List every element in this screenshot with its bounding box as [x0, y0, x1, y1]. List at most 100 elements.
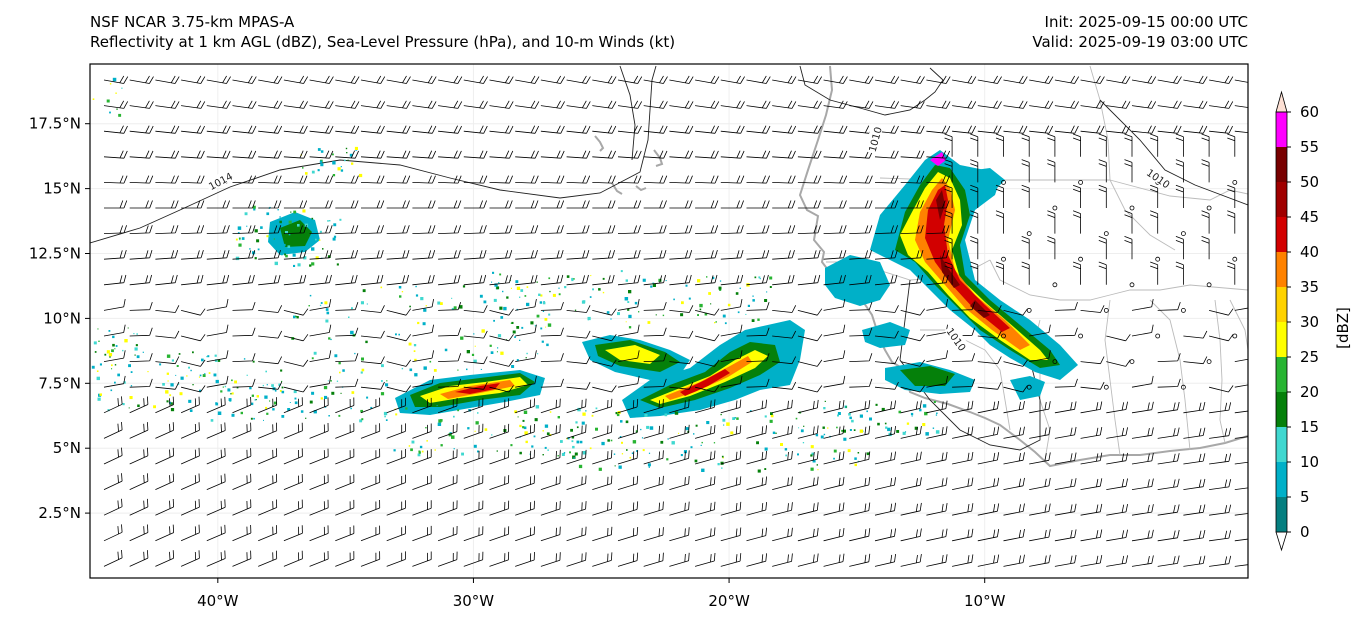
- wind-barb: [515, 398, 535, 414]
- wind-barb: [797, 334, 823, 342]
- wind-barb: [540, 125, 565, 134]
- wind-barb: [1234, 105, 1248, 108]
- shower-cell: [166, 400, 169, 403]
- shower-cell: [338, 362, 341, 365]
- shower-cell: [327, 255, 331, 258]
- longitude-axis: 40°W 30°W 20°W 10°W: [197, 578, 1006, 610]
- wind-barb: [283, 175, 308, 184]
- wind-barb: [952, 451, 974, 465]
- wind-barb: [1183, 356, 1208, 365]
- shower-cell: [628, 326, 632, 329]
- wind-barb: [797, 425, 819, 439]
- wind-barb: [874, 305, 899, 313]
- wind-barb: [849, 100, 874, 109]
- wind-barb: [103, 125, 128, 134]
- wind-barb: [995, 133, 1004, 157]
- wind-barb: [1209, 308, 1234, 316]
- shower-cell: [636, 450, 638, 452]
- wind-barb: [489, 249, 513, 260]
- calm-wind-marker: [1206, 282, 1212, 288]
- shower-cell: [718, 286, 722, 290]
- shower-cell: [251, 394, 254, 397]
- wind-barb: [592, 552, 613, 567]
- shower-cell: [414, 358, 417, 362]
- wind-barb: [489, 423, 510, 439]
- shower-cell: [747, 304, 750, 307]
- shower-cell: [898, 410, 902, 414]
- wind-barb: [309, 200, 333, 209]
- wind-barb: [1131, 75, 1157, 84]
- wind-barb: [772, 356, 797, 365]
- shower-cell: [332, 237, 336, 241]
- wind-barb: [386, 308, 412, 316]
- shower-cell: [294, 401, 298, 405]
- wind-barb: [1209, 100, 1234, 109]
- wind-barb: [360, 305, 385, 313]
- wind-barb: [1029, 125, 1054, 134]
- shower-cell: [732, 417, 735, 420]
- wind-barb: [944, 159, 953, 183]
- wind-barb: [155, 100, 180, 109]
- calm-wind-marker: [1026, 384, 1032, 390]
- wind-barb: [1003, 426, 1025, 439]
- wind-barb: [463, 356, 488, 365]
- wind-barb: [155, 225, 179, 234]
- shower-cell: [480, 368, 482, 370]
- wind-barb: [1209, 402, 1232, 414]
- wind-barb: [643, 327, 667, 337]
- shower-cell: [133, 333, 135, 335]
- calm-wind-marker: [1078, 179, 1083, 185]
- shower-cell: [434, 449, 436, 451]
- shower-cell: [360, 301, 364, 305]
- wind-barb: [695, 359, 720, 367]
- wind-barb: [489, 100, 514, 109]
- shower-cell: [339, 218, 342, 221]
- shower-cell: [399, 295, 402, 298]
- shower-cell: [849, 429, 852, 431]
- shower-cell: [539, 301, 543, 304]
- wind-barb: [258, 473, 278, 490]
- shower-cell: [573, 457, 575, 459]
- wind-barb: [386, 75, 411, 84]
- wind-barb: [720, 350, 743, 362]
- wind-barb: [944, 236, 953, 260]
- wind-barb: [1047, 210, 1056, 234]
- calm-wind-marker: [1206, 205, 1212, 211]
- shower-cell: [564, 286, 567, 289]
- wind-barb: [797, 308, 823, 316]
- wind-barb: [438, 274, 461, 286]
- wind-barb: [952, 426, 974, 439]
- cape-verde-island: [653, 149, 664, 167]
- shower-cell: [680, 313, 684, 317]
- wind-barb: [970, 159, 979, 183]
- shower-cell: [398, 286, 402, 289]
- wind-barb: [900, 175, 925, 184]
- shower-cell: [107, 409, 110, 412]
- shower-cell: [574, 309, 577, 311]
- shower-cell: [114, 364, 117, 366]
- shower-cell: [309, 294, 312, 297]
- wind-barb: [643, 353, 667, 362]
- shower-cell: [426, 440, 428, 442]
- shower-cell: [413, 350, 416, 352]
- shower-cell: [869, 417, 872, 421]
- shower-cell: [425, 305, 427, 307]
- wind-barb: [694, 527, 716, 542]
- wind-barb: [823, 125, 848, 134]
- shower-cell: [234, 380, 237, 384]
- calm-wind-marker: [1103, 231, 1109, 237]
- wind-barb: [977, 477, 1000, 490]
- shower-cell: [515, 280, 519, 284]
- wind-barb: [1003, 308, 1028, 316]
- wind-barb: [772, 399, 793, 414]
- shower-cell: [340, 166, 342, 168]
- wind-barb: [746, 301, 770, 311]
- shower-cell: [334, 354, 338, 358]
- wind-barb: [283, 397, 303, 414]
- wind-barb: [412, 474, 432, 490]
- wind-barb: [1157, 125, 1182, 134]
- wind-barb: [437, 500, 458, 516]
- shower-cell: [736, 417, 739, 420]
- shower-cell: [888, 432, 892, 437]
- wind-barb: [258, 330, 283, 339]
